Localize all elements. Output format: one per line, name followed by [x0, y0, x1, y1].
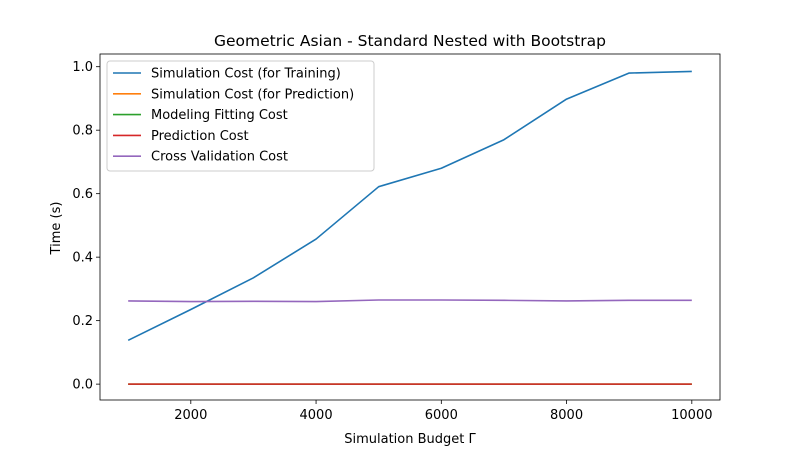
x-tick-label: 2000 — [174, 408, 207, 423]
legend-label-1: Simulation Cost (for Prediction) — [151, 87, 354, 102]
y-axis-label: Time (s) — [49, 202, 64, 256]
y-tick-label: 1.0 — [72, 60, 93, 75]
legend-label-2: Modeling Fitting Cost — [151, 108, 288, 123]
series-line-4 — [128, 299, 692, 303]
y-tick-label: 0.4 — [72, 251, 93, 266]
y-tick-label: 0.6 — [72, 187, 93, 202]
legend: Simulation Cost (for Training) Simulation… — [106, 60, 375, 172]
y-axis: 0.0 0.2 0.4 0.6 0.8 1.0 — [72, 60, 100, 393]
legend-label-3: Prediction Cost — [151, 129, 249, 144]
series-layer — [127, 70, 692, 385]
x-axis-label: Simulation Budget Γ — [344, 432, 476, 447]
legend-box — [106, 60, 375, 172]
legend-label-4: Cross Validation Cost — [151, 150, 288, 165]
chart-title: Geometric Asian - Standard Nested with B… — [214, 32, 606, 50]
legend-label-0: Simulation Cost (for Training) — [151, 67, 341, 82]
x-tick-label: 8000 — [550, 408, 583, 423]
x-tick-label: 10000 — [671, 408, 712, 423]
y-tick-label: 0.2 — [72, 314, 93, 329]
x-tick-label: 6000 — [425, 408, 458, 423]
series-line-0 — [127, 70, 692, 342]
y-tick-label: 0.8 — [72, 124, 93, 139]
x-tick-label: 4000 — [300, 408, 333, 423]
y-tick-label: 0.0 — [72, 378, 93, 393]
x-axis: 2000 4000 6000 8000 10000 — [174, 400, 712, 423]
